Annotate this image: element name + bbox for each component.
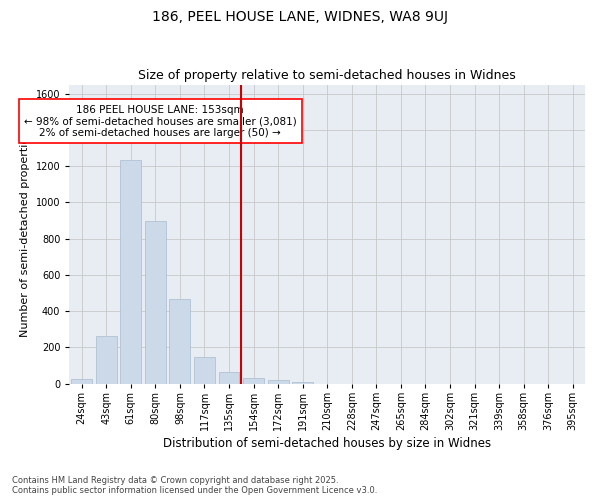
Y-axis label: Number of semi-detached properties: Number of semi-detached properties (20, 131, 30, 337)
Bar (218, 372, 239, 384)
Bar (243, 378, 264, 384)
Bar (292, 382, 313, 384)
Bar (96, 336, 117, 384)
Title: Size of property relative to semi-detached houses in Widnes: Size of property relative to semi-detach… (139, 69, 516, 82)
Text: 186, PEEL HOUSE LANE, WIDNES, WA8 9UJ: 186, PEEL HOUSE LANE, WIDNES, WA8 9UJ (152, 10, 448, 24)
Text: Contains HM Land Registry data © Crown copyright and database right 2025.
Contai: Contains HM Land Registry data © Crown c… (12, 476, 377, 495)
Bar (268, 380, 289, 384)
X-axis label: Distribution of semi-detached houses by size in Widnes: Distribution of semi-detached houses by … (163, 437, 491, 450)
Text: 186 PEEL HOUSE LANE: 153sqm
← 98% of semi-detached houses are smaller (3,081)
2%: 186 PEEL HOUSE LANE: 153sqm ← 98% of sem… (24, 104, 296, 138)
Bar (169, 298, 190, 384)
Bar (145, 220, 166, 384)
Bar (71, 378, 92, 384)
Bar (194, 356, 215, 384)
Bar (121, 160, 141, 384)
